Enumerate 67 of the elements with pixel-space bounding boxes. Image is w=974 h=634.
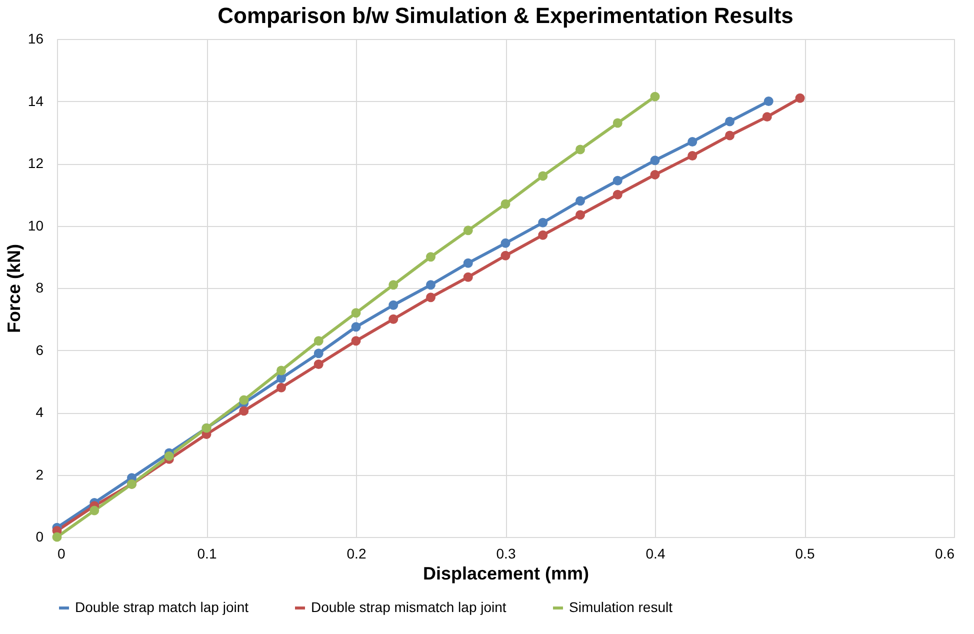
x-tick-label: 0.5 bbox=[795, 546, 815, 562]
x-tick-label: 0.1 bbox=[197, 546, 217, 562]
point bbox=[463, 272, 473, 282]
point bbox=[612, 190, 622, 200]
chart-title: Comparison b/w Simulation & Experimentation Results bbox=[218, 3, 794, 28]
y-tick-label: 2 bbox=[36, 466, 44, 482]
point bbox=[762, 112, 772, 122]
point bbox=[276, 374, 286, 383]
point bbox=[426, 292, 436, 302]
x-tick-label: 0.6 bbox=[935, 546, 955, 562]
point bbox=[463, 226, 473, 236]
point bbox=[650, 92, 660, 102]
x-tick-label: 0.4 bbox=[646, 546, 666, 562]
x-tick-label: 0.2 bbox=[346, 546, 366, 562]
point bbox=[688, 136, 698, 146]
point bbox=[388, 280, 398, 290]
point bbox=[500, 199, 510, 209]
point bbox=[576, 210, 585, 220]
y-tick-label: 4 bbox=[36, 404, 44, 420]
point bbox=[351, 308, 361, 318]
point bbox=[500, 250, 510, 260]
x-tick-label: 0 bbox=[58, 546, 66, 562]
point bbox=[276, 366, 286, 376]
y-tick-label: 12 bbox=[28, 155, 44, 171]
point bbox=[650, 156, 660, 166]
y-tick-label: 14 bbox=[28, 92, 44, 109]
point bbox=[90, 506, 100, 516]
point bbox=[164, 451, 174, 461]
point bbox=[538, 218, 548, 228]
x-axis-title: Displacement (mm) bbox=[422, 564, 590, 584]
point bbox=[314, 336, 324, 346]
point bbox=[538, 171, 548, 181]
point bbox=[795, 93, 805, 103]
x-tick-label: 0.3 bbox=[496, 546, 516, 562]
point bbox=[725, 116, 734, 126]
y-tick-label: 0 bbox=[36, 528, 44, 544]
point bbox=[314, 348, 324, 358]
point bbox=[463, 258, 473, 268]
point bbox=[239, 395, 249, 405]
y-tick-label: 8 bbox=[36, 280, 44, 296]
point bbox=[276, 382, 286, 392]
point bbox=[314, 360, 324, 369]
point bbox=[612, 118, 622, 128]
point bbox=[52, 532, 62, 542]
y-tick-label: 6 bbox=[36, 342, 44, 358]
point bbox=[576, 196, 585, 206]
legend-label: Double strap match lap joint bbox=[75, 599, 249, 615]
point bbox=[351, 322, 361, 332]
point bbox=[388, 314, 398, 324]
point bbox=[388, 300, 398, 310]
point bbox=[650, 170, 660, 180]
point bbox=[426, 252, 436, 262]
point bbox=[612, 176, 622, 186]
point bbox=[500, 238, 510, 248]
legend-label: Double strap mismatch lap joint bbox=[311, 599, 506, 615]
point bbox=[764, 96, 774, 106]
y-tick-label: 16 bbox=[28, 30, 44, 46]
y-tick-label: 10 bbox=[28, 217, 44, 234]
legend-label: Simulation result bbox=[569, 599, 673, 615]
point bbox=[351, 336, 361, 346]
y-axis-title: Force (kN) bbox=[4, 244, 24, 334]
point bbox=[538, 230, 548, 240]
point bbox=[688, 150, 698, 160]
point bbox=[239, 406, 249, 416]
point bbox=[725, 130, 734, 140]
point bbox=[576, 144, 585, 154]
point bbox=[426, 280, 436, 290]
